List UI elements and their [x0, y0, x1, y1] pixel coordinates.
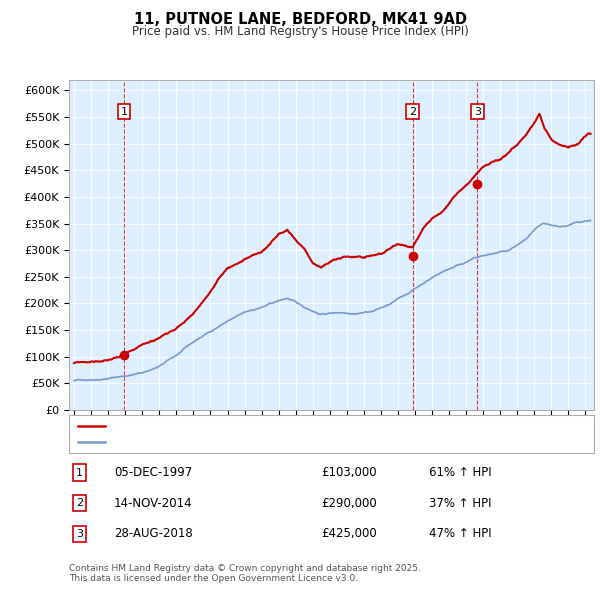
Text: 2: 2	[409, 107, 416, 117]
Text: 3: 3	[76, 529, 83, 539]
Text: 2: 2	[76, 499, 83, 508]
Text: Contains HM Land Registry data © Crown copyright and database right 2025.
This d: Contains HM Land Registry data © Crown c…	[69, 563, 421, 583]
Text: Price paid vs. HM Land Registry's House Price Index (HPI): Price paid vs. HM Land Registry's House …	[131, 25, 469, 38]
Text: 37% ↑ HPI: 37% ↑ HPI	[429, 497, 491, 510]
Text: 28-AUG-2018: 28-AUG-2018	[114, 527, 193, 540]
Text: 05-DEC-1997: 05-DEC-1997	[114, 466, 192, 479]
Text: 1: 1	[76, 468, 83, 477]
Text: 47% ↑ HPI: 47% ↑ HPI	[429, 527, 491, 540]
Text: 1: 1	[121, 107, 127, 117]
Text: HPI: Average price, semi-detached house, Bedford: HPI: Average price, semi-detached house,…	[110, 437, 373, 447]
Text: 11, PUTNOE LANE, BEDFORD, MK41 9AD (semi-detached house): 11, PUTNOE LANE, BEDFORD, MK41 9AD (semi…	[110, 421, 445, 431]
Text: £103,000: £103,000	[321, 466, 377, 479]
Text: £290,000: £290,000	[321, 497, 377, 510]
Text: 3: 3	[474, 107, 481, 117]
Text: 11, PUTNOE LANE, BEDFORD, MK41 9AD: 11, PUTNOE LANE, BEDFORD, MK41 9AD	[133, 12, 467, 27]
Text: 14-NOV-2014: 14-NOV-2014	[114, 497, 193, 510]
Text: 61% ↑ HPI: 61% ↑ HPI	[429, 466, 491, 479]
Text: £425,000: £425,000	[321, 527, 377, 540]
